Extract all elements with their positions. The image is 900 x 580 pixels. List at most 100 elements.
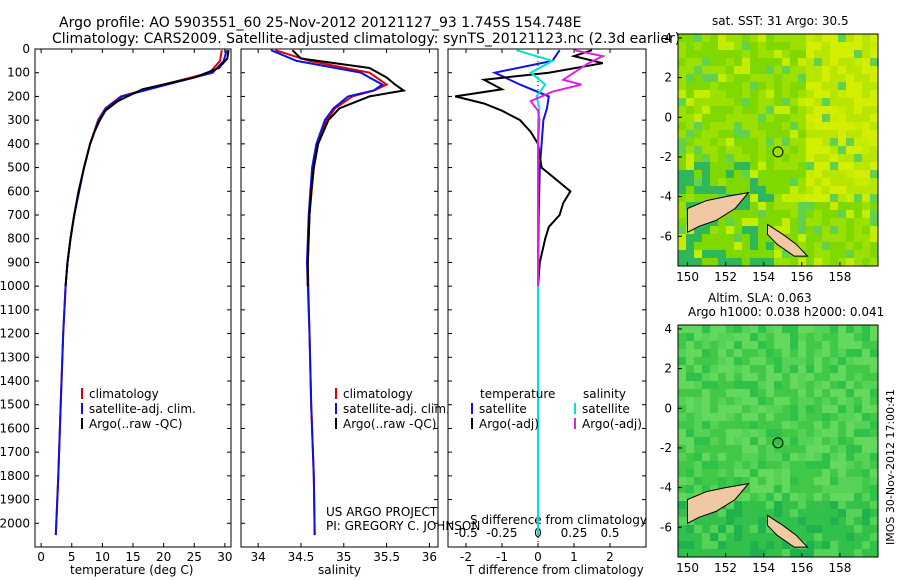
map-cell: [766, 381, 774, 389]
map-cell: [694, 170, 702, 178]
map-cell: [758, 333, 766, 341]
map-cell: [766, 333, 774, 341]
map-cell: [838, 162, 846, 170]
map-cell: [774, 349, 782, 357]
map-cell: [782, 122, 790, 130]
map-cell: [798, 146, 806, 154]
y-tick-label: 800: [7, 232, 30, 246]
map-cell: [678, 485, 686, 493]
map-cell: [766, 82, 774, 90]
map-cell: [862, 250, 870, 258]
map-cell: [694, 525, 702, 533]
map-cell: [870, 66, 878, 74]
map-cell: [854, 533, 862, 541]
map-cell: [822, 122, 830, 130]
map-cell: [798, 50, 806, 58]
y-tick-label: 100: [7, 66, 30, 80]
map-cell: [862, 66, 870, 74]
y-tick-label: 0: [22, 42, 30, 56]
map-cell: [710, 517, 718, 525]
map-cell: [774, 461, 782, 469]
map-cell: [838, 445, 846, 453]
map-cell: [710, 429, 718, 437]
map-cell: [726, 373, 734, 381]
map-cell: [822, 74, 830, 82]
map-cell: [806, 178, 814, 186]
map-cell: [702, 549, 710, 557]
map-cell: [694, 74, 702, 82]
series-line: [529, 49, 606, 287]
map-cell: [718, 541, 726, 549]
map-cell: [718, 389, 726, 397]
map-cell: [742, 162, 750, 170]
sst-map-panel: sat. SST: 31 Argo: 30.5 150 152 154 156 158-…: [660, 14, 879, 284]
map-cell: [846, 194, 854, 202]
map-cell: [726, 533, 734, 541]
map-cell: [678, 82, 686, 90]
map-cell: [742, 146, 750, 154]
map-cell: [750, 341, 758, 349]
map-cell: [750, 373, 758, 381]
map-cell: [678, 493, 686, 501]
map-cell: [742, 42, 750, 50]
map-cell: [870, 130, 878, 138]
map-cell: [830, 493, 838, 501]
map-cell: [766, 66, 774, 74]
land-mass: [767, 514, 809, 548]
y-tick-label: 700: [7, 208, 30, 222]
map-cell: [710, 258, 718, 266]
map-cell: [870, 541, 878, 549]
map-cell: [758, 493, 766, 501]
map-cell: [718, 98, 726, 106]
map-cell: [838, 389, 846, 397]
map-cell: [822, 250, 830, 258]
map-cell: [678, 381, 686, 389]
map-cell: [750, 493, 758, 501]
y-tick-label: 1500: [0, 398, 30, 412]
map-cell: [726, 525, 734, 533]
map-cell: [710, 461, 718, 469]
legend-label: Argo(..raw -QC): [343, 417, 436, 431]
map-cell: [838, 501, 846, 509]
map-cell: [774, 162, 782, 170]
map-cell: [686, 397, 694, 405]
map-cell: [782, 421, 790, 429]
map-cell: [742, 90, 750, 98]
map-cell: [838, 186, 846, 194]
map-cell: [686, 389, 694, 397]
map-cell: [854, 34, 862, 42]
sst-map-title: sat. SST: 31 Argo: 30.5: [712, 14, 849, 28]
map-cell: [822, 421, 830, 429]
map-cell: [782, 186, 790, 194]
map-cell: [870, 122, 878, 130]
map-cell: [790, 549, 798, 557]
map-cell: [838, 485, 846, 493]
map-cell: [710, 106, 718, 114]
map-cell: [846, 226, 854, 234]
map-cell: [702, 445, 710, 453]
map-cell: [782, 357, 790, 365]
map-cell: [686, 429, 694, 437]
map-cell: [846, 146, 854, 154]
map-cell: [694, 349, 702, 357]
x-tick-label: 34.5: [288, 550, 315, 564]
map-cell: [758, 421, 766, 429]
map-cell: [854, 162, 862, 170]
map-cell: [710, 58, 718, 66]
map-cell: [814, 154, 822, 162]
map-cell: [710, 154, 718, 162]
map-cell: [758, 106, 766, 114]
map-cell: [726, 469, 734, 477]
map-cell: [710, 325, 718, 333]
map-cell: [854, 445, 862, 453]
map-cell: [806, 437, 814, 445]
map-cell: [766, 74, 774, 82]
map-cell: [774, 114, 782, 122]
map-cell: [822, 138, 830, 146]
map-cell: [830, 333, 838, 341]
map-cell: [814, 389, 822, 397]
map-cell: [862, 242, 870, 250]
map-cell: [790, 130, 798, 138]
map-cell: [830, 50, 838, 58]
map-cell: [758, 250, 766, 258]
